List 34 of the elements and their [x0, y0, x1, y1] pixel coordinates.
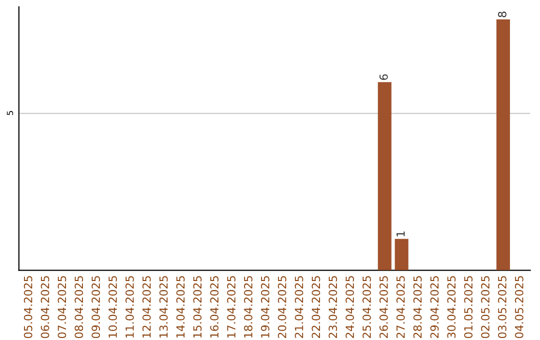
x-tick-label: 26.04.2025	[379, 276, 388, 338]
x-tick-label: 16.04.2025	[210, 276, 219, 338]
x-tick-label: 25.04.2025	[362, 276, 371, 338]
x-tick-label: 02.05.2025	[481, 276, 490, 338]
x-tick-label: 23.04.2025	[328, 276, 338, 338]
x-tick-label: 07.04.2025	[58, 276, 66, 338]
x-tick-label: 30.04.2025	[447, 276, 456, 338]
x-tick-label: 06.04.2025	[40, 276, 50, 338]
data-label: 8	[498, 12, 506, 18]
x-tick-label: 27.04.2025	[396, 276, 405, 338]
x-tick-label: 24.04.2025	[346, 276, 354, 338]
x-tick-label: 01.05.2025	[464, 276, 473, 338]
x-tick-label: 08.04.2025	[74, 276, 84, 338]
x-tick-label: 18.04.2025	[244, 276, 252, 338]
x-tick-label: 21.04.2025	[294, 276, 304, 338]
x-tick-label: 22.04.2025	[312, 276, 320, 338]
x-tick-label: 12.04.2025	[142, 276, 151, 338]
x-tick-label: 29.04.2025	[430, 276, 439, 338]
x-tick-label: 13.04.2025	[159, 276, 168, 338]
x-tick-label: 03.05.2025	[498, 276, 506, 338]
x-tick-label: 09.04.2025	[92, 276, 100, 338]
y-tick-label: 5	[6, 111, 14, 115]
x-tick-label: 14.04.2025	[176, 276, 185, 338]
data-label: 6	[379, 74, 388, 80]
x-tick-label: 17.04.2025	[227, 276, 236, 338]
x-tick-label: 05.04.2025	[24, 276, 32, 338]
data-label: 1	[396, 232, 405, 236]
x-tick-label: 19.04.2025	[260, 276, 270, 338]
x-tick-label: 20.04.2025	[278, 276, 286, 338]
x-tick-label: 10.04.2025	[108, 276, 117, 338]
x-tick-label: 04.05.2025	[514, 276, 524, 338]
x-tick-label: 11.04.2025	[125, 276, 134, 338]
x-tick-label: 15.04.2025	[193, 276, 202, 338]
x-tick-label: 28.04.2025	[413, 276, 422, 338]
